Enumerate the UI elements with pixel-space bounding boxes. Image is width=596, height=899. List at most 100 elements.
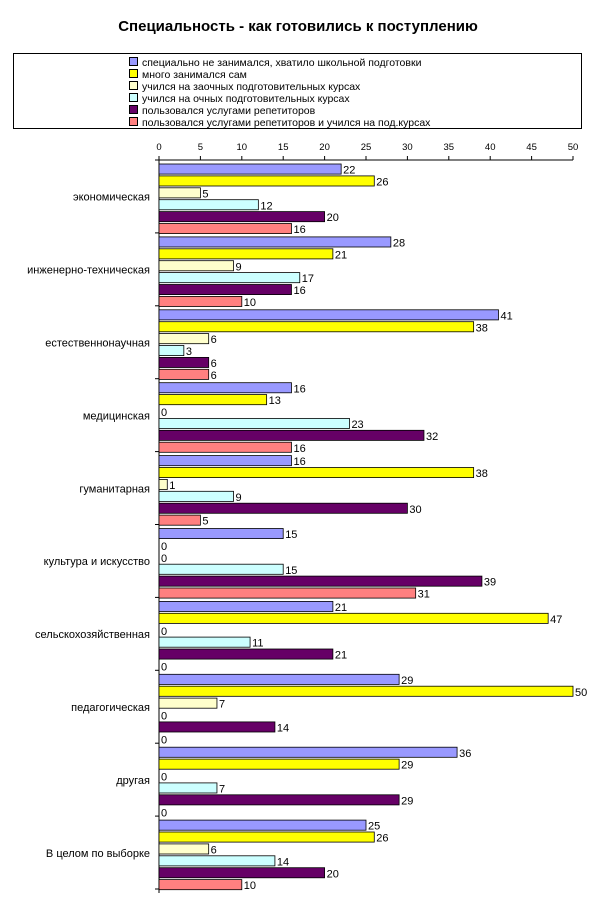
bar: [158, 612, 549, 624]
bar-value-label: 6: [211, 334, 217, 346]
bar: [158, 528, 284, 540]
bar-value-label: 6: [211, 370, 217, 382]
bar: [158, 455, 292, 467]
bar-value-label: 23: [351, 419, 363, 431]
bar: [158, 260, 234, 272]
bar-value-label: 15: [285, 565, 297, 577]
bar-value-label: 1: [169, 480, 175, 492]
legend-swatch: [129, 57, 138, 66]
bar-value-label: 0: [161, 711, 167, 723]
bar: [158, 831, 375, 843]
legend-item-correspondence-courses: учился на заочных подготовительных курса…: [129, 81, 360, 93]
bar: [158, 175, 375, 187]
bar-value-label: 5: [202, 516, 208, 528]
bar-value-label: 0: [161, 772, 167, 784]
bar: [158, 746, 458, 758]
bar-value-label: 12: [260, 200, 272, 212]
bar: [158, 587, 417, 599]
bar-value-label: 6: [211, 358, 217, 370]
bar-value-label: 21: [335, 249, 347, 261]
chart-title: Специальность - как готовились к поступл…: [118, 18, 478, 35]
bar-value-label: 39: [484, 577, 496, 589]
bar: [158, 819, 367, 831]
category-label: медицинская: [83, 410, 150, 422]
bar: [158, 721, 276, 733]
bar: [158, 236, 392, 248]
category-label: инженерно-техническая: [27, 265, 150, 277]
bar-value-label: 10: [244, 297, 256, 309]
bar: [158, 429, 425, 441]
category-label: культура и искусство: [44, 556, 150, 568]
bar-value-label: 17: [302, 273, 314, 285]
bar-value-label: 14: [277, 723, 289, 735]
bar: [158, 601, 334, 612]
x-tick-label: 40: [485, 142, 496, 153]
category-label: естественнонаучная: [45, 338, 150, 350]
bar: [158, 502, 408, 514]
bar-value-label: 14: [277, 856, 289, 868]
bar: [158, 867, 326, 879]
bar-value-label: 25: [368, 821, 380, 833]
bar: [158, 673, 400, 685]
bar: [158, 368, 210, 380]
bar: [158, 333, 210, 345]
bar-value-label: 0: [161, 626, 167, 638]
x-tick-label: 45: [526, 142, 537, 153]
bar-value-label: 26: [376, 177, 388, 189]
x-tick-label: 50: [568, 142, 579, 153]
bar-value-label: 0: [161, 407, 167, 419]
bar: [158, 211, 326, 223]
bar: [158, 295, 243, 307]
category-label: гуманитарная: [79, 483, 150, 495]
bar-value-label: 28: [393, 238, 405, 250]
category-label: педагогическая: [71, 702, 150, 714]
bar: [158, 685, 574, 697]
bar: [158, 855, 276, 867]
bar: [158, 394, 268, 406]
bar-value-label: 31: [418, 589, 430, 601]
bar: [158, 187, 201, 199]
bar: [158, 648, 334, 660]
bar: [158, 575, 483, 587]
bar: [158, 467, 475, 479]
bar: [158, 272, 301, 284]
bar-value-label: 10: [244, 880, 256, 892]
category-label: другая: [116, 775, 150, 787]
bar: [158, 758, 400, 770]
bar: [158, 356, 210, 368]
legend-label: много занимался сам: [142, 69, 247, 81]
bar: [158, 284, 292, 296]
bar-value-label: 3: [186, 346, 192, 358]
legend-label: специально не занимался, хватило школьно…: [142, 57, 422, 69]
legend-item-full-time-courses: учился на очных подготовительных курсах: [129, 93, 350, 105]
x-tick-label: 20: [319, 142, 330, 153]
bar-value-label: 16: [293, 383, 305, 395]
bar-value-label: 9: [236, 261, 242, 273]
bar-value-label: 16: [293, 285, 305, 297]
bar: [158, 321, 475, 333]
bar-value-label: 5: [202, 188, 208, 200]
bar-value-label: 50: [575, 687, 587, 699]
bar-value-label: 0: [161, 807, 167, 819]
bar-value-label: 20: [327, 212, 339, 224]
bar: [158, 248, 334, 260]
bar-value-label: 29: [401, 760, 413, 772]
legend-item-self-study: много занимался сам: [129, 69, 247, 81]
bar-value-label: 16: [293, 456, 305, 468]
legend-swatch: [129, 117, 138, 126]
x-tick-label: 5: [198, 142, 203, 153]
legend-label: учился на заочных подготовительных курса…: [142, 81, 361, 93]
bar: [158, 417, 350, 429]
bar-value-label: 9: [236, 492, 242, 504]
bar-value-label: 32: [426, 431, 438, 443]
bar-value-label: 7: [219, 699, 225, 711]
bar: [158, 697, 218, 709]
bar: [158, 382, 292, 394]
bar-value-label: 15: [285, 529, 297, 541]
bar-value-label: 22: [343, 165, 355, 177]
bar: [158, 163, 342, 175]
bar: [158, 879, 243, 891]
chart-legend: специально не занимался, хватило школьно…: [13, 53, 582, 129]
legend-swatch: [129, 69, 138, 78]
